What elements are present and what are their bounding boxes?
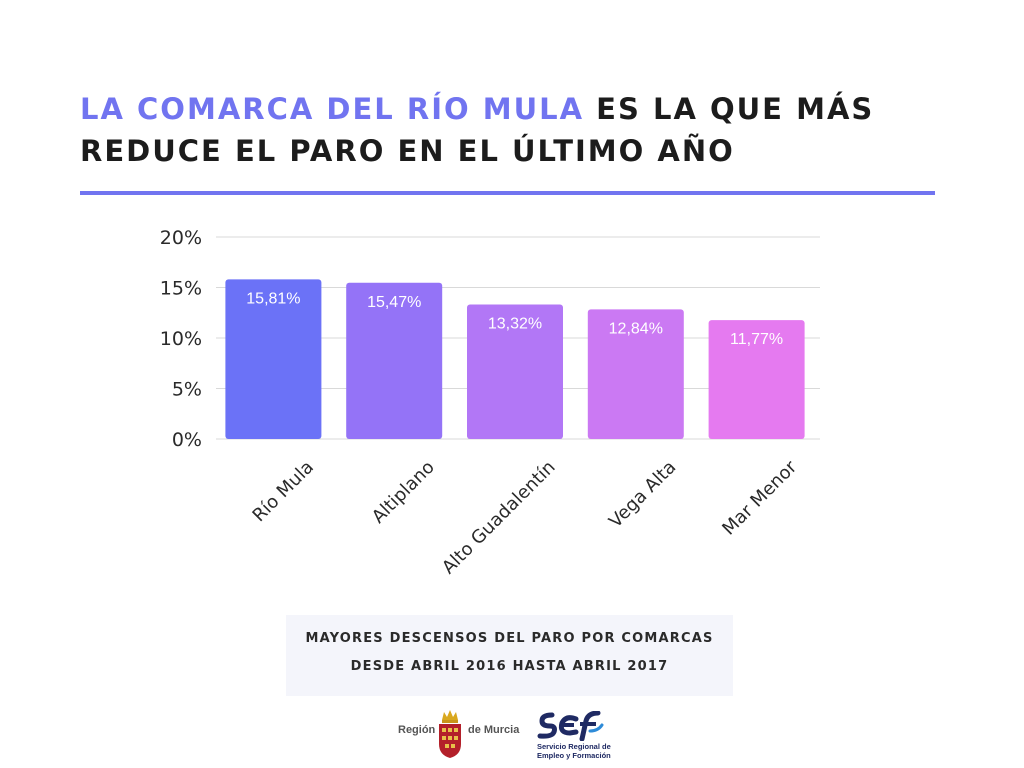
bar-chart: 0% 5% 10% 15% 20% 15,81% Río Mula 15,47% Altipla… [160,227,820,579]
y-tick-label: 5% [172,379,202,401]
sef-logo-icon [537,711,604,741]
sef-text-line-2: Empleo y Formación [537,751,611,760]
page-title: LA COMARCA DEL RÍO MULA ES LA QUE MÁS RE… [80,88,960,172]
y-tick-label: 10% [160,328,202,350]
title-highlight: LA COMARCA DEL RÍO MULA [80,92,585,126]
footer-logos: Región de Murcia Servicio Regional de Em… [0,705,1024,765]
caption-box: MAYORES DESCENSOS DEL PARO POR COMARCAS … [286,615,733,696]
data-label: 13,32% [488,315,542,332]
title-divider [80,191,935,195]
category-label: Río Mula [249,457,318,526]
bar [467,304,563,439]
bar [346,282,443,439]
region-label-left: Región [398,724,436,736]
data-label: 12,84% [609,320,663,337]
data-label: 15,47% [367,294,421,311]
category-label: Vega Alta [605,457,680,532]
category-label: Mar Menor [718,456,801,539]
data-label: 11,77% [730,331,783,348]
y-tick-label: 20% [160,227,202,249]
sef-text-line-1: Servicio Regional de [537,742,611,751]
region-label-right: de Murcia [468,724,520,736]
bar [225,279,322,439]
bar [708,320,805,439]
y-tick-label: 15% [160,278,202,300]
sef-text: Servicio Regional de Empleo y Formación [537,742,611,760]
murcia-crest-icon [439,710,461,758]
category-label: Altiplano [368,457,439,528]
title-rest: ES LA QUE MÁS REDUCE EL PARO EN EL ÚLTIM… [80,92,875,168]
bar [587,309,684,439]
data-label: 15,81% [246,290,300,307]
caption-line-2: DESDE ABRIL 2016 HASTA ABRIL 2017 [350,659,669,674]
category-label: Alto Guadalentín [438,457,560,579]
y-tick-label: 0% [172,429,202,451]
caption-line-1: MAYORES DESCENSOS DEL PARO POR COMARCAS [305,631,714,646]
